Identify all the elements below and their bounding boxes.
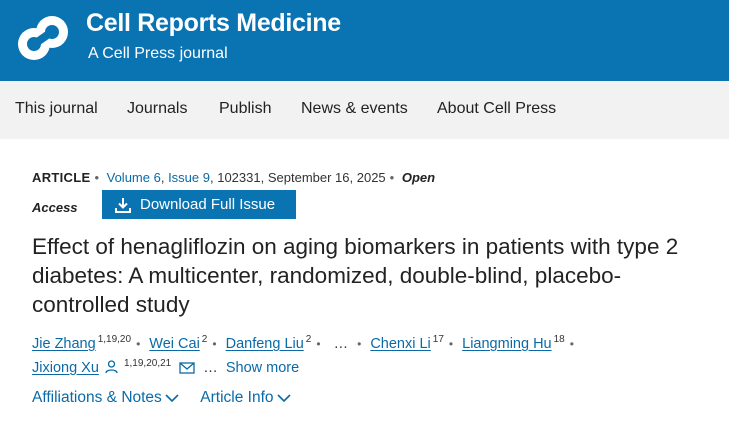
article-type: ARTICLE — [32, 170, 91, 185]
author-link[interactable]: Danfeng Liu — [225, 336, 304, 352]
open-access-label: Open — [401, 170, 436, 185]
person-icon — [105, 360, 118, 374]
email-icon[interactable] — [179, 362, 195, 374]
download-full-issue-button[interactable]: Download Full Issue — [102, 190, 296, 219]
author-link[interactable]: Chenxi Li — [370, 336, 431, 352]
author-affiliation: 17 — [432, 334, 444, 345]
author-affiliation: 1,19,20 — [97, 334, 132, 345]
nav-this-journal[interactable]: This journal — [15, 100, 98, 117]
article-info-toggle[interactable]: Article Info — [200, 389, 291, 406]
volume-link[interactable]: Volume 6 — [106, 170, 161, 185]
nav-publish[interactable]: Publish — [219, 100, 272, 117]
nav-about-cell-press[interactable]: About Cell Press — [437, 100, 557, 117]
cell-press-logo[interactable] — [14, 12, 72, 64]
author-link[interactable]: Wei Cai — [149, 336, 200, 352]
authors-ellipsis: … — [203, 360, 218, 376]
author-affiliation: 18 — [553, 334, 565, 345]
nav-journals[interactable]: Journals — [127, 100, 188, 117]
show-more-authors-link[interactable]: Show more — [225, 360, 300, 376]
site-header: Cell Reports Medicine A Cell Press journ… — [0, 0, 729, 81]
affiliations-notes-toggle[interactable]: Affiliations & Notes — [32, 389, 179, 406]
download-icon — [115, 197, 131, 213]
article-section-links: Affiliations & Notes Article Info — [32, 389, 309, 407]
main-nav: This journal Journals Publish News & eve… — [0, 81, 729, 139]
journal-subtitle: A Cell Press journal — [88, 45, 228, 62]
chevron-down-icon — [276, 394, 291, 403]
author-link[interactable]: Jie Zhang — [32, 336, 96, 352]
author-affiliation: 2 — [201, 334, 208, 345]
author-list: Jie Zhang 1,19,20 • Wei Cai 2 • Danfeng Liu 2… — [32, 334, 574, 352]
article-meta: ARTICLE • Volume 6, Issue 9, 102331, Sept… — [32, 170, 436, 185]
issue-link[interactable]: Issue 9 — [168, 170, 210, 185]
author-affiliation: 1,19,20,21 — [123, 358, 172, 369]
journal-title[interactable]: Cell Reports Medicine — [86, 9, 341, 37]
author-link[interactable]: Jixiong Xu — [32, 360, 99, 376]
article-title: Effect of henagliflozin on aging biomark… — [32, 234, 679, 317]
author-list-line-2: Jixiong Xu 1,19,20,21 … Show more — [32, 358, 299, 376]
authors-ellipsis: … — [333, 336, 349, 352]
download-label: Download Full Issue — [140, 196, 276, 213]
article-number: 102331 — [217, 170, 261, 185]
open-access-label-2: Access — [32, 200, 78, 215]
publication-date: September 16, 2025 — [267, 170, 386, 185]
chevron-down-icon — [165, 394, 179, 403]
author-affiliation: 2 — [305, 334, 312, 345]
author-link[interactable]: Liangming Hu — [462, 336, 552, 352]
nav-news-events[interactable]: News & events — [301, 100, 408, 117]
